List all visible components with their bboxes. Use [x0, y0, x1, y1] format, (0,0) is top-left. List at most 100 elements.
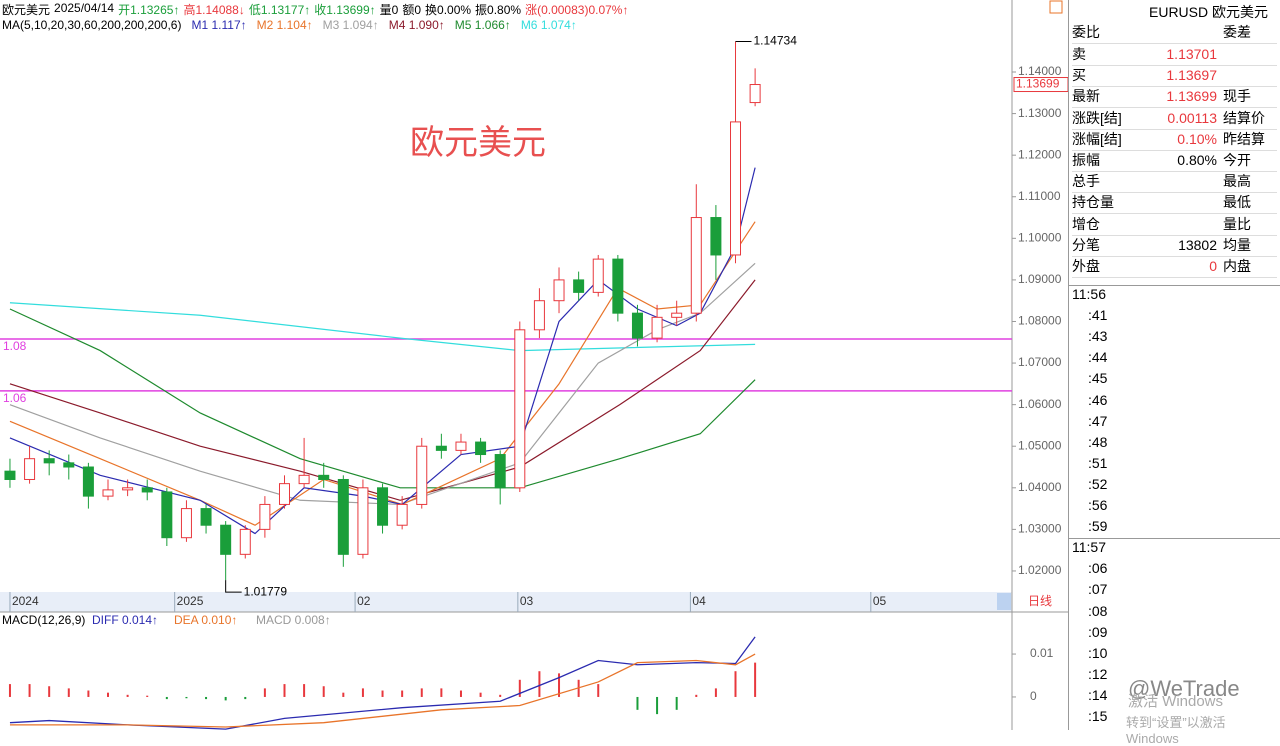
time-item: :14 [1088, 686, 1108, 703]
candle-body [514, 329, 526, 489]
low-label: 1.01779 [244, 584, 288, 598]
chart: 欧元美元 日线 1.14000 1.13000 1.12000 1.11000 1.10… [0, 0, 1068, 730]
y-tick-label: 1.05000 [1018, 438, 1062, 452]
level-label: 1.06 [3, 391, 27, 405]
level-label: 1.08 [3, 339, 27, 353]
row-label: 买 [1072, 67, 1086, 84]
candle-body [651, 316, 663, 339]
y-tick-label: 1.08000 [1018, 314, 1062, 328]
candle-body [278, 483, 290, 505]
row-label2: 量比 [1223, 215, 1251, 232]
candle-body [416, 445, 428, 505]
y-tick-label: 1.11000 [1018, 189, 1061, 203]
info-item: 收1.13699↑ [314, 3, 376, 17]
x-tick-label: 03 [520, 594, 534, 608]
ma-legend-item: M3 1.094↑ [322, 18, 379, 32]
date-band [0, 592, 1012, 612]
candle-body [494, 454, 506, 489]
candle-body [141, 487, 153, 493]
series-line [9, 262, 756, 506]
candle-body [102, 489, 114, 497]
candle-body [730, 121, 742, 256]
ma-legend-item: M6 1.074↑ [520, 18, 577, 32]
scroll-handle[interactable] [997, 593, 1011, 610]
row-label: 涨跌[结] [1072, 109, 1122, 126]
time-item: :46 [1088, 391, 1108, 408]
x-tick-label: 2025 [177, 594, 204, 608]
candle-body [455, 441, 467, 451]
time-item: :07 [1088, 581, 1108, 598]
candle-body [475, 441, 487, 456]
watermark-title: 欧元美元 [410, 124, 546, 162]
y-tick-label: 0 [1030, 689, 1037, 703]
row-label2: 最高 [1223, 173, 1251, 190]
info-item: 额0 [402, 3, 422, 17]
y-tick-label: 1.12000 [1018, 147, 1062, 161]
ma-legend-item: M5 1.066↑ [454, 18, 511, 32]
time-label: 11:57 [1072, 539, 1106, 556]
candle-body [671, 312, 683, 318]
book-row: 卖 1.13701 [1072, 44, 1277, 66]
panel-icon[interactable] [1049, 0, 1063, 14]
activate-notice: 激活 Windows [1128, 693, 1224, 710]
y-tick-label: 1.07000 [1018, 355, 1062, 369]
info-item: 量0 [379, 3, 399, 17]
candle-body [43, 458, 55, 464]
ma-legend-item: M4 1.090↑ [388, 18, 445, 32]
info-item: 低1.13177↑ [248, 3, 311, 17]
time-item: :43 [1088, 328, 1108, 345]
time-item: :10 [1088, 644, 1108, 661]
time-item: :09 [1088, 623, 1108, 640]
row-value: 0.10% [1177, 130, 1217, 147]
book-row: 买 1.13697 [1072, 65, 1277, 88]
y-tick-label: 0.01 [1030, 646, 1054, 660]
candle-body [24, 458, 36, 480]
time-item: :45 [1088, 370, 1108, 387]
x-tick-label: 02 [357, 594, 371, 608]
time-item: :44 [1088, 349, 1108, 366]
candle-body [612, 258, 624, 314]
row-label2: 内盘 [1223, 258, 1251, 274]
ma-legend-item: M1 1.117↑ [191, 18, 247, 32]
row-label: 卖 [1072, 46, 1086, 62]
candle-body [631, 312, 643, 339]
macd-legend: DIFF 0.014↑ [92, 613, 158, 627]
time-item: :48 [1088, 433, 1108, 450]
book-row: 外盘 0 内盘 [1072, 256, 1277, 278]
row-value: 0.00113 [1167, 109, 1217, 126]
time-item: :56 [1088, 497, 1108, 513]
y-tick-label: 1.10000 [1018, 230, 1062, 244]
series-line [9, 167, 756, 535]
y-tick-label: 1.09000 [1018, 272, 1062, 286]
candle-body [690, 217, 702, 314]
info-bar: 欧元美元 2025/04/14 开1.13265↑ 高1.14088↓ 低1.13177… [2, 1, 628, 18]
info-item: 涨(0.00083)0.07%↑ [525, 3, 629, 17]
row-label: 分笔 [1072, 236, 1100, 253]
time-item: :52 [1088, 475, 1108, 492]
book-row: 最新 1.13699 现手 [1072, 86, 1277, 109]
book-row: 涨幅[结] 0.10% 昨结算 [1072, 129, 1277, 151]
candle-body [259, 503, 271, 530]
info-item: 换0.00% [425, 3, 472, 17]
candle-body [573, 279, 585, 293]
book-header: 委比 委差 [1072, 22, 1277, 44]
period-label[interactable]: 日线 [1028, 594, 1052, 608]
y-tick-label: 1.04000 [1018, 480, 1062, 494]
y-tick-label: 1.02000 [1018, 563, 1062, 577]
row-label: 持仓量 [1072, 194, 1114, 211]
row-label2: 现手 [1223, 88, 1251, 105]
candle-body [377, 487, 389, 526]
series-line [9, 221, 756, 526]
series-line [9, 653, 756, 728]
row-label: 增仓 [1072, 215, 1100, 232]
candle-body [749, 84, 761, 104]
candle-body [4, 470, 16, 480]
info-item: 高1.14088↓ [183, 3, 245, 17]
book-row: 增仓 量比 [1072, 214, 1277, 236]
time-item: :51 [1088, 454, 1108, 471]
candle-body [122, 487, 134, 491]
row-value: 0 [1209, 258, 1217, 274]
time-divider [1069, 285, 1280, 286]
time-item: :47 [1088, 412, 1108, 429]
candle-body [220, 524, 232, 555]
